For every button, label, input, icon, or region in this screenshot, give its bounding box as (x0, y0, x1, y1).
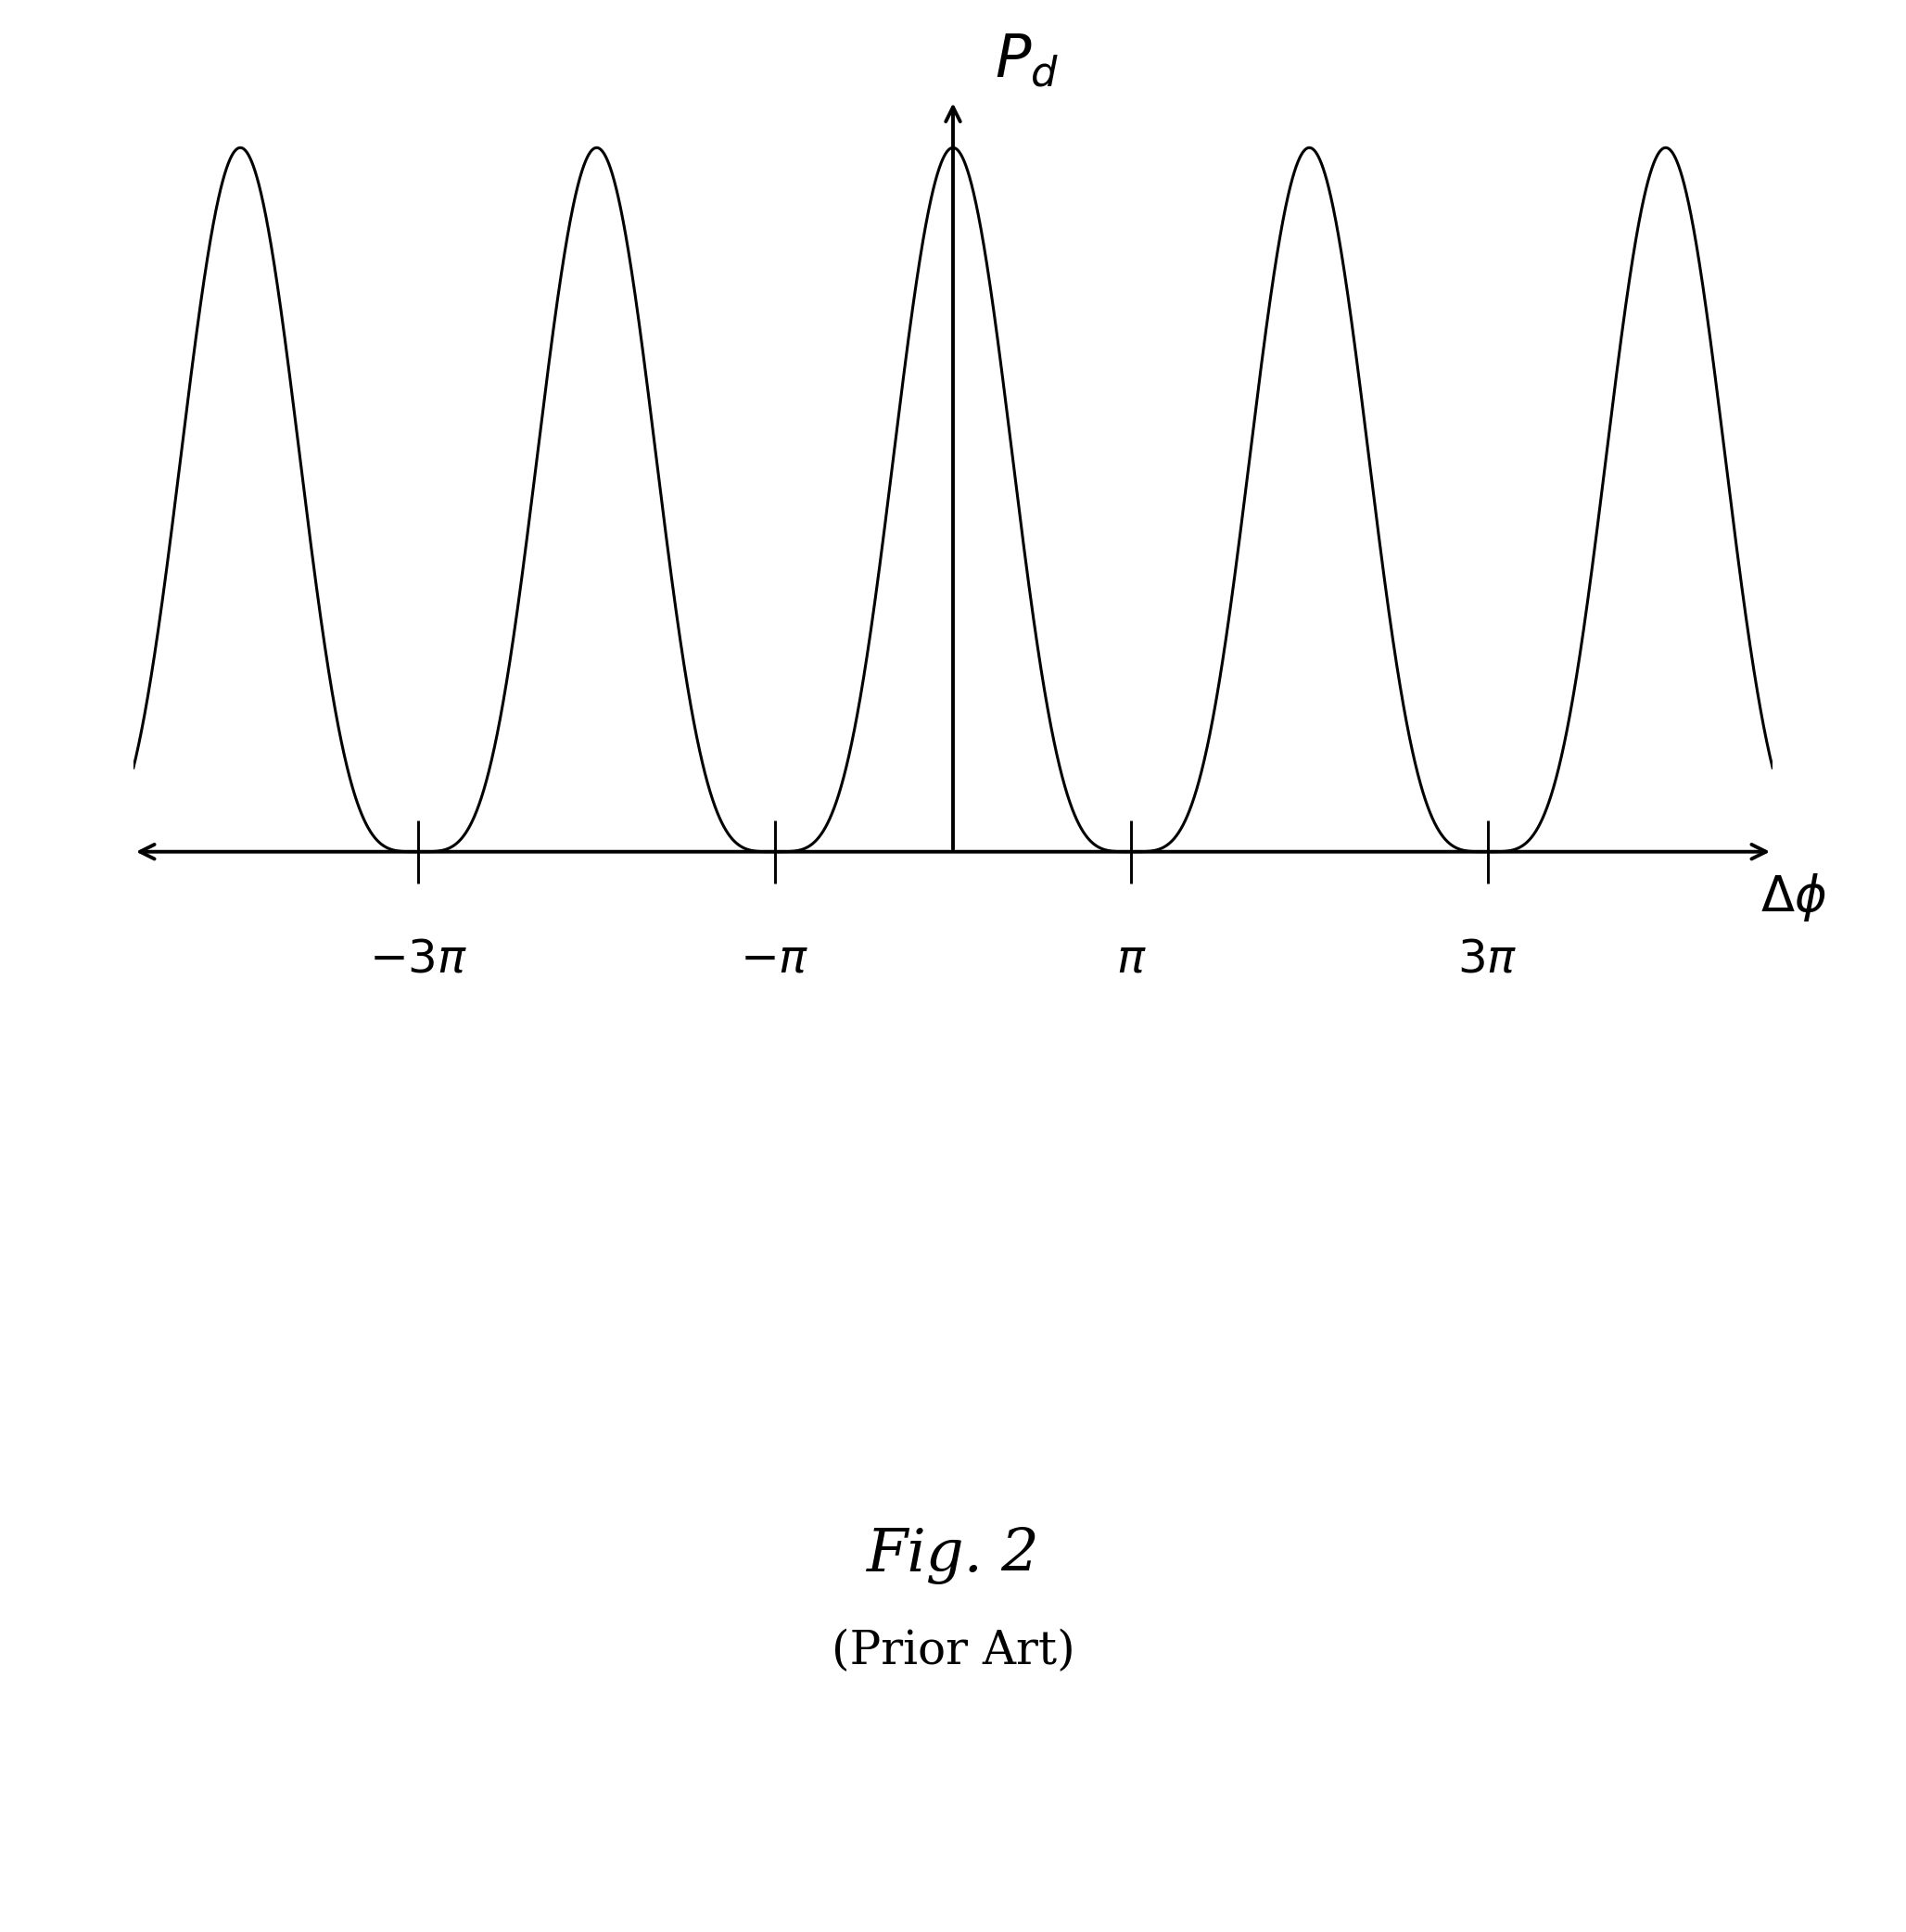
Text: $P_d$: $P_d$ (995, 31, 1060, 89)
Text: $\Delta\phi$: $\Delta\phi$ (1761, 871, 1826, 923)
Text: $3\pi$: $3\pi$ (1458, 937, 1517, 981)
Text: $-\pi$: $-\pi$ (740, 937, 810, 981)
Text: $-3\pi$: $-3\pi$ (370, 937, 467, 981)
Text: $\pi$: $\pi$ (1117, 937, 1146, 981)
Text: (Prior Art): (Prior Art) (831, 1629, 1075, 1675)
Text: Fig. 2: Fig. 2 (867, 1526, 1039, 1584)
